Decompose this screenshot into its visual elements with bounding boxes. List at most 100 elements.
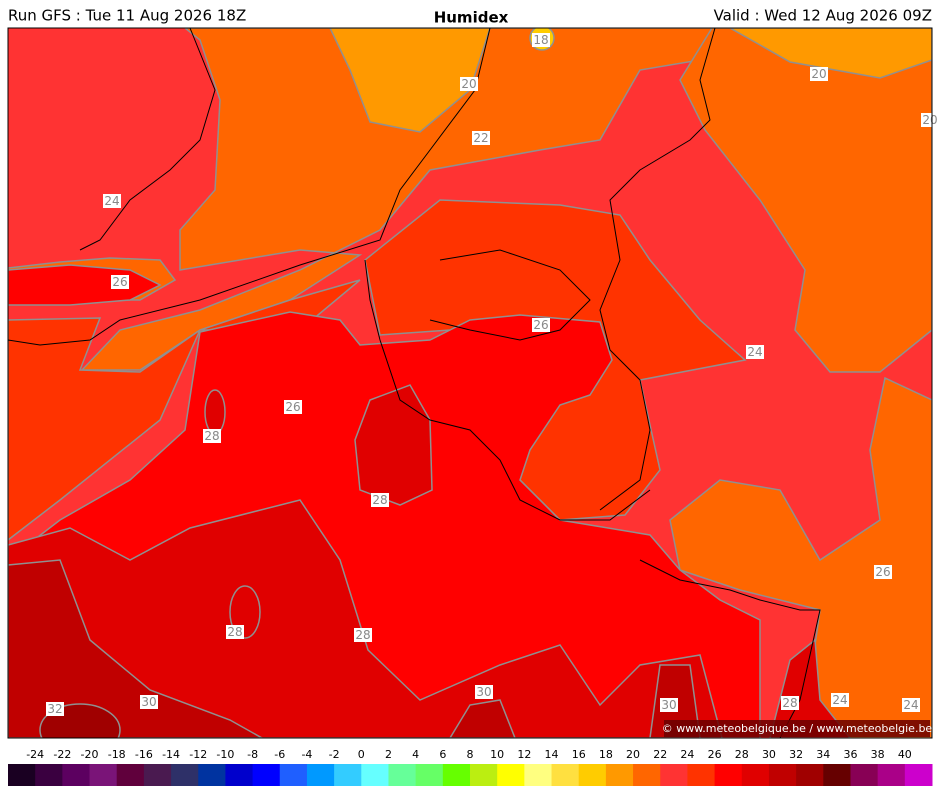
field-24-26 <box>8 279 361 541</box>
contour-label: 24 <box>903 698 918 712</box>
color-swatch <box>89 764 118 786</box>
field-30-32 <box>449 699 516 738</box>
colorbar-tick-label: 22 <box>653 748 667 761</box>
contour-label-box <box>781 696 799 710</box>
colorbar-tick-label: 28 <box>735 748 749 761</box>
contour-label-box <box>111 275 129 289</box>
color-swatch <box>252 764 281 786</box>
colorbar-tick-label: -8 <box>247 748 258 761</box>
contour-label-box <box>660 698 678 712</box>
contour-label: 26 <box>112 275 127 289</box>
color-swatch <box>904 764 933 786</box>
contour-label: 26 <box>875 565 890 579</box>
color-swatch <box>8 764 36 786</box>
field-20-22 <box>679 28 932 373</box>
contour-label-box <box>472 131 490 145</box>
run-info: Run GFS : Tue 11 Aug 2026 18Z <box>8 7 246 25</box>
contour-label-box <box>284 400 302 414</box>
contour-label-box <box>831 693 849 707</box>
country-border <box>639 559 821 738</box>
color-swatch <box>768 764 797 786</box>
contour-label-box <box>532 33 550 47</box>
colorbar-tick-label: 4 <box>412 748 419 761</box>
contour-label-box <box>46 702 64 716</box>
contour-label: 26 <box>285 400 300 414</box>
contour-label-box <box>921 113 939 127</box>
contour-label: 28 <box>782 696 797 710</box>
colorbar-tick-label: 0 <box>358 748 365 761</box>
color-swatch <box>687 764 716 786</box>
contour-label: 28 <box>204 429 219 443</box>
contour-label-box <box>532 318 550 332</box>
contour-label: 26 <box>533 318 548 332</box>
color-swatch <box>143 764 172 786</box>
contour-labels: 18 20 20 20 22 24 26 26 24 26 28 28 26 28 28 30 30 32 30 28… <box>46 33 939 716</box>
contour-label-box <box>874 565 892 579</box>
contour-label: 24 <box>104 194 119 208</box>
region-border <box>429 249 591 341</box>
field-28-30 <box>204 389 226 435</box>
field-28-30 <box>8 499 723 738</box>
color-swatch <box>660 764 688 786</box>
contour-label-box <box>371 493 389 507</box>
field-28-30 <box>354 384 433 506</box>
contour-label: 28 <box>227 625 242 639</box>
colorbar-tick-label: -6 <box>274 748 285 761</box>
field-18-20 <box>329 28 491 133</box>
field-28-30 <box>769 638 851 738</box>
field-18-20 <box>728 28 932 79</box>
contour-label: 28 <box>372 493 387 507</box>
contour-label-box <box>810 67 828 81</box>
contour-label: 30 <box>661 698 676 712</box>
contour-label-box <box>203 429 221 443</box>
colorbar-tick-label: -2 <box>329 748 340 761</box>
color-swatch <box>306 764 335 786</box>
colorbar-tick-label: 30 <box>762 748 776 761</box>
color-swatch <box>633 764 661 786</box>
colorbar-tick-label: 24 <box>680 748 694 761</box>
color-swatch <box>796 764 824 786</box>
colorbar-tick-label: 18 <box>599 748 613 761</box>
color-swatch <box>116 764 145 786</box>
field-30-32 <box>8 559 264 738</box>
colorbar-tick-label: 12 <box>517 748 531 761</box>
contour-label: 24 <box>747 345 762 359</box>
color-swatch <box>741 764 770 786</box>
colorbar-tick-label: -4 <box>301 748 312 761</box>
color-swatch <box>62 764 91 786</box>
colorbar-tick-label: 14 <box>545 748 559 761</box>
contour-label: 28 <box>355 628 370 642</box>
colorbar: -24 -22 -20 -18 -16 -14 -12 -10 -8 -6 -4 -2 0 2 4 6 8 10 1… <box>8 748 933 786</box>
color-swatch <box>225 764 254 786</box>
colorbar-tick-label: 36 <box>843 748 857 761</box>
color-swatch <box>497 764 525 786</box>
copyright: © www.meteobelgique.be / www.meteobelgie… <box>662 722 933 735</box>
contour-label: 18 <box>533 33 548 47</box>
country-border <box>364 259 651 521</box>
contour-label-box <box>354 628 372 642</box>
color-swatch <box>551 764 580 786</box>
contour-label: 22 <box>473 131 488 145</box>
colorbar-tick-label: 32 <box>789 748 803 761</box>
colorbar-tick-label: -22 <box>53 748 71 761</box>
colorbar-tick-label: 2 <box>385 748 392 761</box>
colorbar-tick-label: -18 <box>108 748 126 761</box>
country-border <box>599 28 716 511</box>
contour-label: 24 <box>832 693 847 707</box>
color-swatch <box>442 764 471 786</box>
color-swatch <box>198 764 226 786</box>
contour-label: 32 <box>47 702 62 716</box>
colorbar-tick-label: -24 <box>26 748 44 761</box>
valid-info: Valid : Wed 12 Aug 2026 09Z <box>714 7 932 25</box>
colorbar-tick-label: -12 <box>189 748 207 761</box>
color-swatch <box>361 764 389 786</box>
color-swatch <box>850 764 879 786</box>
colorbar-tick-label: 38 <box>871 748 885 761</box>
contour-label: 20 <box>461 77 476 91</box>
copyright-box <box>664 720 930 737</box>
contour-label-box <box>746 345 764 359</box>
colorbar-tick-label: 20 <box>626 748 640 761</box>
colorbar-tick-label: 40 <box>898 748 912 761</box>
colorbar-tick-label: -14 <box>162 748 180 761</box>
